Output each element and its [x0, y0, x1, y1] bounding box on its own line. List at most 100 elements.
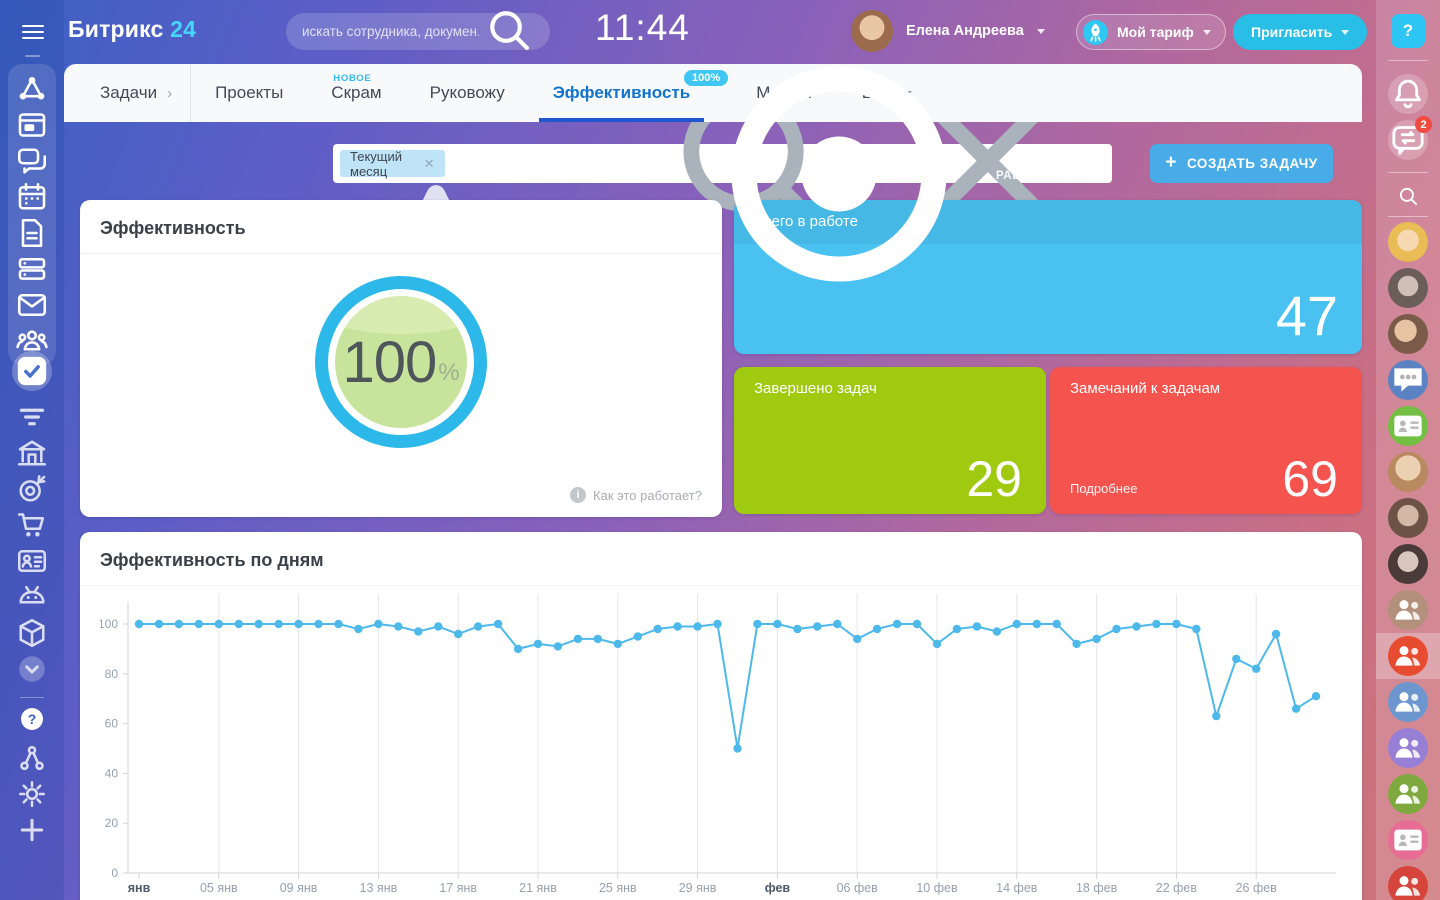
- tab-label: Задачи: [100, 83, 158, 102]
- filter-chip[interactable]: Текущий месяц ✕: [340, 148, 445, 179]
- svg-text:09 янв: 09 янв: [280, 881, 318, 895]
- avatar[interactable]: [1388, 222, 1428, 262]
- record-icon: [689, 24, 989, 327]
- in-progress-count: 47: [1275, 284, 1338, 347]
- tab-efficiency[interactable]: Эффективность 100%: [529, 64, 729, 122]
- contacts-icon[interactable]: [1388, 406, 1428, 446]
- plus-icon: +: [1165, 151, 1177, 173]
- svg-text:60: 60: [105, 717, 119, 731]
- left-sidebar: ?: [0, 0, 64, 900]
- efficiency-gauge: 100 %: [315, 276, 487, 448]
- filter-input[interactable]: [444, 156, 641, 171]
- people-icon[interactable]: [8, 323, 56, 359]
- messenger-icon[interactable]: 2: [1388, 116, 1432, 160]
- divider: [1388, 172, 1428, 173]
- funnel-icon[interactable]: [8, 399, 56, 435]
- cube-icon[interactable]: [8, 615, 56, 651]
- board-icon[interactable]: [8, 107, 56, 143]
- help-icon[interactable]: ?: [1391, 14, 1425, 48]
- calendar-icon[interactable]: [8, 179, 56, 215]
- create-task-button[interactable]: + СОЗДАТЬ ЗАДАЧУ: [1150, 144, 1333, 183]
- cart-icon[interactable]: [8, 507, 56, 543]
- svg-text:янв: янв: [128, 881, 151, 895]
- svg-text:05 янв: 05 янв: [200, 881, 238, 895]
- tab-tasks[interactable]: Задачи ›: [64, 64, 190, 122]
- tariff-button[interactable]: Мой тариф: [1076, 14, 1226, 50]
- tab-projects[interactable]: Проекты: [191, 64, 307, 122]
- plus-icon[interactable]: [8, 812, 56, 848]
- tab-supervise[interactable]: Руковожу: [406, 64, 529, 122]
- drive-icon[interactable]: [8, 251, 56, 287]
- completed-card[interactable]: Завершено задач 29: [734, 367, 1046, 514]
- idcard-icon[interactable]: [8, 543, 56, 579]
- new-badge: НОВОЕ: [333, 73, 372, 84]
- avatar[interactable]: [1388, 268, 1428, 308]
- create-task-label: СОЗДАТЬ ЗАДАЧУ: [1186, 156, 1318, 171]
- close-icon[interactable]: ✕: [423, 155, 435, 171]
- avatar[interactable]: [1388, 314, 1428, 354]
- logo-accent: 24: [170, 16, 197, 42]
- svg-text:13 янв: 13 янв: [360, 881, 398, 895]
- card-title: Замечаний к задачам: [1070, 380, 1221, 397]
- contacts-icon[interactable]: [1388, 820, 1428, 860]
- divider: [1388, 216, 1428, 217]
- chart-title: Эффективность по дням: [100, 550, 324, 570]
- tab-divider: [190, 64, 192, 122]
- sidebar-secondary-group: ?: [8, 351, 56, 848]
- pulse-icon[interactable]: [8, 71, 56, 107]
- gear-icon[interactable]: [8, 776, 56, 812]
- group-icon[interactable]: [1388, 866, 1428, 900]
- search-icon[interactable]: [479, 0, 538, 64]
- group-icon-selected[interactable]: [1388, 636, 1428, 676]
- details-link[interactable]: Подробнее: [1070, 481, 1138, 496]
- group-icon[interactable]: [1388, 774, 1428, 814]
- share-icon[interactable]: [8, 740, 56, 776]
- group-chat-icon[interactable]: [1388, 360, 1428, 400]
- chat-icon[interactable]: [8, 143, 56, 179]
- efficiency-unit: %: [438, 359, 460, 386]
- svg-text:29 янв: 29 янв: [679, 881, 717, 895]
- invite-button[interactable]: Пригласить: [1233, 14, 1368, 50]
- efficiency-by-days-card: Эффективность по дням 0 20 40 60 80 100 янв 05 …: [80, 532, 1362, 900]
- svg-text:20: 20: [105, 816, 119, 830]
- right-sidebar: ? 2: [1376, 0, 1440, 900]
- robot-icon[interactable]: [8, 579, 56, 615]
- document-icon[interactable]: [8, 215, 56, 251]
- chevron-down-icon: [1036, 28, 1045, 34]
- group-icon[interactable]: [1388, 682, 1428, 722]
- user-menu[interactable]: Елена Андреева: [851, 10, 1045, 52]
- filter-chip-label: Текущий месяц: [350, 148, 402, 179]
- tariff-label: Мой тариф: [1117, 24, 1194, 40]
- tab-label: Руковожу: [429, 83, 505, 102]
- tab-scrum[interactable]: НОВОЕ Скрам: [307, 64, 405, 122]
- menu-icon[interactable]: [22, 25, 44, 39]
- efficiency-card: Эффективность 100 % i Как это работает?: [80, 200, 722, 517]
- target-icon[interactable]: [8, 471, 56, 507]
- avatar[interactable]: [1388, 544, 1428, 584]
- search-icon[interactable]: [1395, 183, 1421, 209]
- search-input[interactable]: [302, 24, 479, 39]
- chevron-circle-icon[interactable]: [8, 651, 56, 687]
- bitrix24-logo[interactable]: Битрикс 24: [68, 16, 196, 43]
- avatar[interactable]: [1388, 452, 1428, 492]
- svg-text:100: 100: [100, 617, 118, 631]
- work-status[interactable]: РАБОТАЮ: [689, 24, 1059, 327]
- group-icon[interactable]: [1388, 728, 1428, 768]
- card-title: Завершено задач: [754, 380, 877, 397]
- tab-label: Скрам: [331, 83, 382, 102]
- work-clock[interactable]: 11:44: [595, 7, 690, 48]
- how-it-works-link[interactable]: i Как это работает?: [570, 487, 702, 503]
- avatar[interactable]: [1388, 498, 1428, 538]
- clear-filter-icon[interactable]: [876, 49, 1100, 278]
- notifications-bell-icon[interactable]: [1388, 74, 1428, 114]
- tasks-check-icon[interactable]: [12, 351, 52, 391]
- menu-collapse-handle[interactable]: [25, 55, 40, 57]
- tab-label: Проекты: [215, 83, 284, 102]
- remarks-card[interactable]: Замечаний к задачам Подробнее 69: [1050, 367, 1362, 514]
- filter-bar: Текущий месяц ✕: [333, 91, 1112, 239]
- divider: [1388, 60, 1428, 61]
- group-icon[interactable]: [1388, 590, 1428, 630]
- bank-icon[interactable]: [8, 435, 56, 471]
- mail-icon[interactable]: [8, 287, 56, 323]
- help-icon[interactable]: ?: [21, 708, 43, 730]
